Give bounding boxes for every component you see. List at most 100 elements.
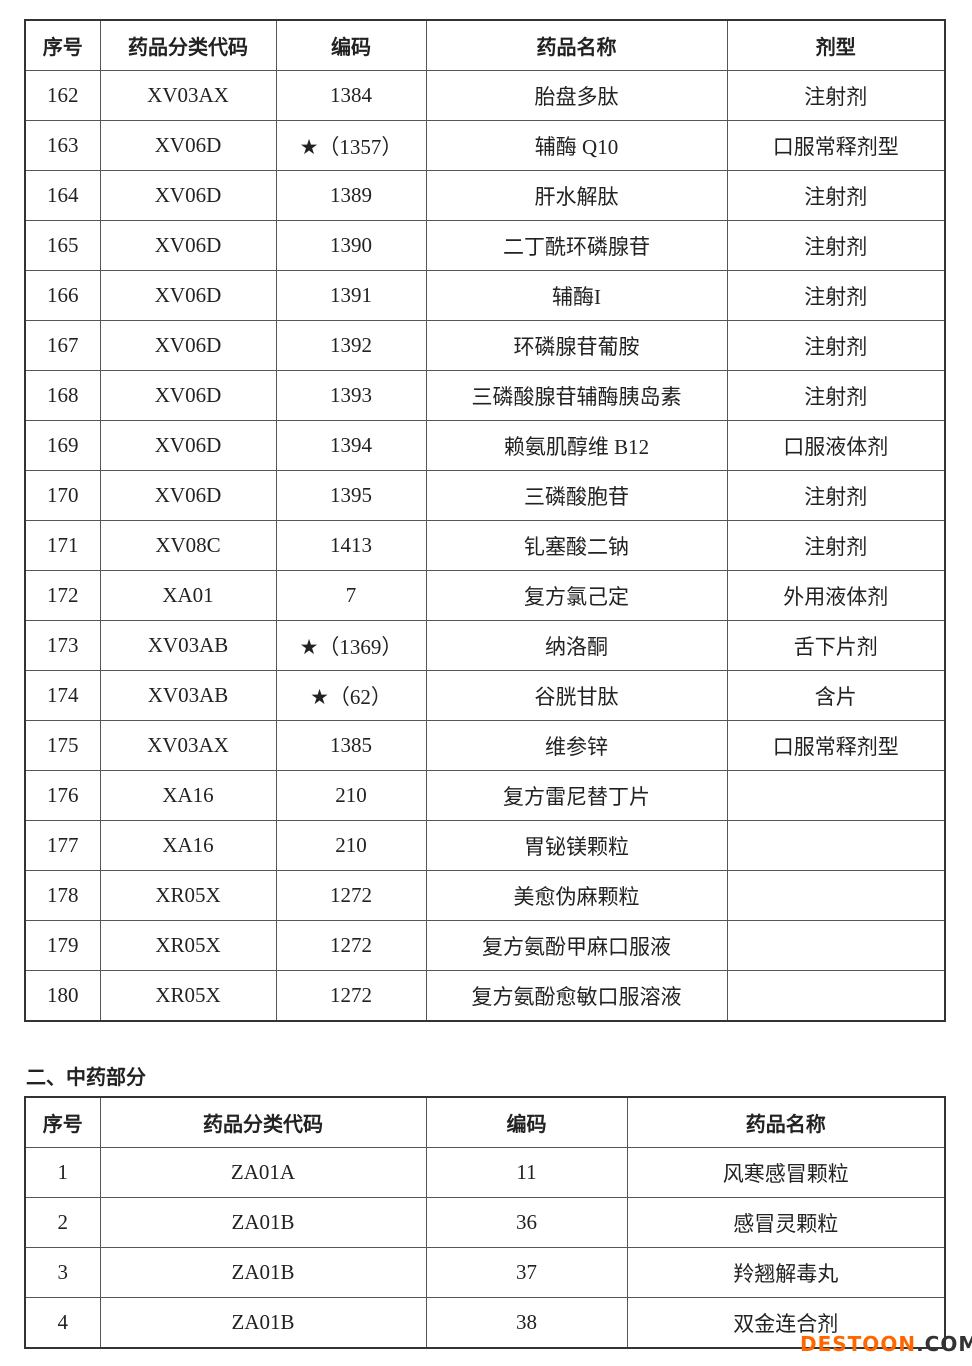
cell-index: 175 xyxy=(24,720,101,771)
table-row: 172 XA01 7 复方氯己定 外用液体剂 xyxy=(24,570,946,621)
cell-code: 38 xyxy=(425,1297,628,1349)
cell-category-code: ZA01A xyxy=(99,1147,427,1198)
table-row: 1 ZA01A 11 风寒感冒颗粒 xyxy=(24,1147,946,1198)
cell-drug-name: 肝水解肽 xyxy=(425,170,728,221)
cell-code: 1391 xyxy=(275,270,427,321)
cell-dosage-form: 注射剂 xyxy=(726,370,946,421)
cell-drug-name: 环磷腺苷葡胺 xyxy=(425,320,728,371)
cell-code: ★（1357） xyxy=(275,120,427,171)
table-row: 169 XV06D 1394 赖氨肌醇维 B12 口服液体剂 xyxy=(24,420,946,471)
table-row: 180 XR05X 1272 复方氨酚愈敏口服溶液 xyxy=(24,970,946,1022)
western-medicine-table: 序号 药品分类代码 编码 药品名称 剂型 162 XV03AX 1384 胎盘多肽 注射剂 163… xyxy=(24,19,946,1022)
header-drug-name: 药品名称 xyxy=(626,1096,946,1148)
table-row: 174 XV03AB ★（62） 谷胱甘肽 含片 xyxy=(24,670,946,721)
cell-index: 179 xyxy=(24,920,101,971)
header-code: 编码 xyxy=(425,1096,628,1148)
table-row: 170 XV06D 1395 三磷酸胞苷 注射剂 xyxy=(24,470,946,521)
cell-dosage-form: 注射剂 xyxy=(726,70,946,121)
header-category-code: 药品分类代码 xyxy=(99,19,277,71)
header-index: 序号 xyxy=(24,19,101,71)
cell-index: 166 xyxy=(24,270,101,321)
cell-category-code: XV03AX xyxy=(99,720,277,771)
cell-dosage-form: 注射剂 xyxy=(726,470,946,521)
table-row: 171 XV08C 1413 钆塞酸二钠 注射剂 xyxy=(24,520,946,571)
cell-category-code: XV03AB xyxy=(99,670,277,721)
cell-category-code: XV06D xyxy=(99,370,277,421)
cell-drug-name: 复方雷尼替丁片 xyxy=(425,770,728,821)
cell-drug-name: 辅酶I xyxy=(425,270,728,321)
cell-dosage-form: 注射剂 xyxy=(726,220,946,271)
cell-category-code: XV06D xyxy=(99,220,277,271)
cell-dosage-form xyxy=(726,970,946,1022)
table-row: 166 XV06D 1391 辅酶I 注射剂 xyxy=(24,270,946,321)
table-row: 175 XV03AX 1385 维参锌 口服常释剂型 xyxy=(24,720,946,771)
cell-drug-name: 胃铋镁颗粒 xyxy=(425,820,728,871)
cell-dosage-form: 口服液体剂 xyxy=(726,420,946,471)
cell-index: 3 xyxy=(24,1247,101,1298)
cell-code: 1390 xyxy=(275,220,427,271)
cell-index: 178 xyxy=(24,870,101,921)
cell-drug-name: 双金连合剂 xyxy=(626,1297,946,1349)
cell-category-code: XV06D xyxy=(99,270,277,321)
cell-code: 1272 xyxy=(275,920,427,971)
cell-index: 1 xyxy=(24,1147,101,1198)
cell-category-code: XV06D xyxy=(99,320,277,371)
header-code: 编码 xyxy=(275,19,427,71)
cell-drug-name: 三磷酸腺苷辅酶胰岛素 xyxy=(425,370,728,421)
cell-category-code: XA01 xyxy=(99,570,277,621)
watermark-logo: DESTOON.COM xyxy=(800,1332,972,1356)
cell-code: 1413 xyxy=(275,520,427,571)
tcm-table: 序号 药品分类代码 编码 药品名称 1 ZA01A 11 风寒感冒颗粒 2 ZA01B 36 感冒灵… xyxy=(24,1096,946,1349)
cell-code: 1272 xyxy=(275,970,427,1022)
cell-code: 7 xyxy=(275,570,427,621)
cell-index: 170 xyxy=(24,470,101,521)
cell-dosage-form xyxy=(726,820,946,871)
table-row: 162 XV03AX 1384 胎盘多肽 注射剂 xyxy=(24,70,946,121)
cell-code: 37 xyxy=(425,1247,628,1298)
cell-category-code: XV06D xyxy=(99,120,277,171)
cell-index: 171 xyxy=(24,520,101,571)
cell-drug-name: 复方氨酚甲麻口服液 xyxy=(425,920,728,971)
cell-index: 163 xyxy=(24,120,101,171)
cell-category-code: XV03AB xyxy=(99,620,277,671)
cell-drug-name: 赖氨肌醇维 B12 xyxy=(425,420,728,471)
cell-dosage-form: 注射剂 xyxy=(726,270,946,321)
cell-index: 165 xyxy=(24,220,101,271)
cell-index: 167 xyxy=(24,320,101,371)
cell-code: 1385 xyxy=(275,720,427,771)
cell-dosage-form xyxy=(726,870,946,921)
header-dosage-form: 剂型 xyxy=(726,19,946,71)
watermark-part1: DESTOON xyxy=(800,1332,917,1356)
cell-index: 172 xyxy=(24,570,101,621)
table-header-row: 序号 药品分类代码 编码 药品名称 剂型 xyxy=(24,19,946,71)
cell-drug-name: 维参锌 xyxy=(425,720,728,771)
cell-drug-name: 三磷酸胞苷 xyxy=(425,470,728,521)
cell-code: 210 xyxy=(275,820,427,871)
cell-drug-name: 复方氯己定 xyxy=(425,570,728,621)
header-index: 序号 xyxy=(24,1096,101,1148)
header-category-code: 药品分类代码 xyxy=(99,1096,427,1148)
cell-index: 174 xyxy=(24,670,101,721)
cell-index: 164 xyxy=(24,170,101,221)
cell-index: 180 xyxy=(24,970,101,1022)
cell-code: ★（1369） xyxy=(275,620,427,671)
cell-category-code: XV06D xyxy=(99,170,277,221)
cell-category-code: XV06D xyxy=(99,470,277,521)
cell-dosage-form: 注射剂 xyxy=(726,520,946,571)
table-row: 3 ZA01B 37 羚翘解毒丸 xyxy=(24,1247,946,1298)
cell-drug-name: 感冒灵颗粒 xyxy=(626,1197,946,1248)
cell-category-code: ZA01B xyxy=(99,1247,427,1298)
cell-category-code: XR05X xyxy=(99,970,277,1022)
cell-dosage-form: 注射剂 xyxy=(726,320,946,371)
table-row: 167 XV06D 1392 环磷腺苷葡胺 注射剂 xyxy=(24,320,946,371)
cell-dosage-form: 外用液体剂 xyxy=(726,570,946,621)
cell-category-code: XA16 xyxy=(99,770,277,821)
cell-category-code: XV03AX xyxy=(99,70,277,121)
table-row: 164 XV06D 1389 肝水解肽 注射剂 xyxy=(24,170,946,221)
cell-drug-name: 美愈伪麻颗粒 xyxy=(425,870,728,921)
watermark-part2: .COM xyxy=(916,1332,972,1356)
cell-code: 1394 xyxy=(275,420,427,471)
cell-drug-name: 谷胱甘肽 xyxy=(425,670,728,721)
cell-code: 1272 xyxy=(275,870,427,921)
cell-dosage-form: 舌下片剂 xyxy=(726,620,946,671)
